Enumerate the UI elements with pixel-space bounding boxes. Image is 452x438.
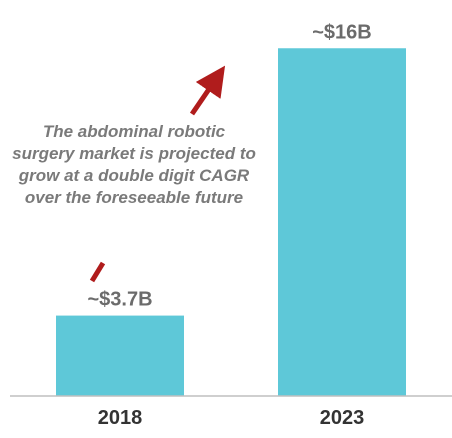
x-tick-label-2023: 2023 — [320, 407, 365, 429]
x-tick-label-2018: 2018 — [98, 407, 143, 429]
growth-annotation: The abdominal robotic surgery market is … — [12, 122, 256, 207]
bar-2018 — [56, 315, 184, 396]
growth-arrow-lower — [89, 261, 106, 283]
data-label-2023: ~$16B — [312, 21, 372, 43]
bar-2023 — [278, 48, 406, 396]
data-label-2018: ~$3.7B — [87, 289, 152, 311]
growth-arrow-upper — [189, 65, 226, 116]
